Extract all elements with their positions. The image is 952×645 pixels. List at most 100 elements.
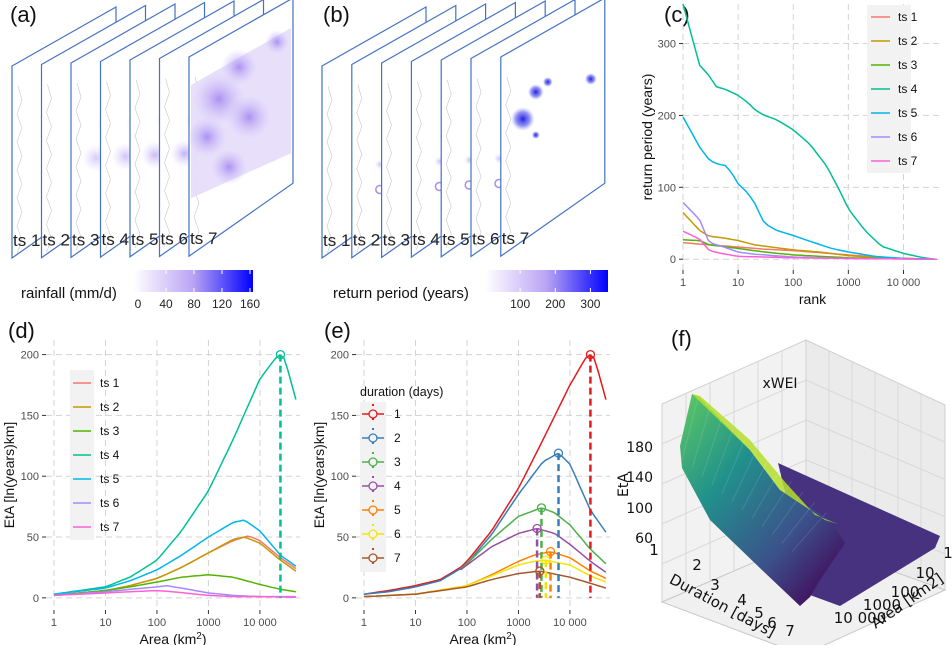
region-outline	[416, 81, 422, 250]
x-axis-title-main: Area (km	[139, 631, 196, 645]
legend-label: 1	[394, 407, 401, 421]
layer-label: ts 3	[383, 230, 410, 249]
x-tick-label: 10	[99, 617, 111, 629]
surface-mesh-line	[691, 408, 711, 469]
peak-marker	[553, 448, 564, 458]
legend-label: 5	[394, 503, 401, 517]
panel-label-d: (d)	[8, 318, 35, 343]
return-period-cell	[542, 77, 553, 87]
panel-label-b: (b)	[323, 2, 350, 27]
x-axis-title-main: Area (km	[449, 631, 506, 645]
legend-label: ts 2	[898, 34, 918, 48]
x-tick-label: 100	[148, 617, 166, 629]
x-tick-label: 10	[409, 617, 421, 629]
series-line-ts-3	[53, 574, 297, 597]
y-tick-label: 300	[658, 39, 676, 51]
legend-key-marker	[368, 409, 378, 419]
layer-label: ts 7	[190, 229, 217, 248]
z-tick-label: 100	[626, 501, 653, 517]
region-outline	[356, 84, 363, 253]
x-axis-title-end: )	[512, 631, 517, 645]
series-line-2	[363, 452, 607, 595]
layer-label: ts 4	[102, 230, 129, 249]
colorbar-tick-label: 120	[212, 297, 232, 310]
duration-tick-label: 5	[754, 604, 764, 622]
surface-mesh-line	[751, 470, 781, 519]
peak-marker	[532, 523, 542, 534]
wall-grid-line	[805, 379, 946, 443]
wall-grid-line	[805, 419, 946, 480]
panel-label-a: (a)	[10, 2, 37, 27]
peak-marker	[545, 546, 556, 557]
region-outline	[164, 78, 170, 247]
map-layer: ts 7	[187, 0, 294, 258]
x-tick-label: 10 000	[243, 617, 277, 629]
legend-label: ts 6	[898, 130, 918, 144]
y-axis-title: EtA [ln(years)km]	[311, 422, 327, 529]
legend-label: ts 3	[100, 424, 120, 438]
colorbar-tick-label: 80	[187, 297, 201, 310]
colorbar-tick-label: 300	[580, 297, 600, 310]
panel-label-e: (e)	[324, 318, 351, 343]
legend-label: ts 7	[100, 520, 120, 534]
colorbar-tick-label: 100	[510, 297, 530, 310]
region-outline	[505, 76, 512, 246]
x-axis-title-end: )	[202, 631, 207, 645]
y-tick-label: 100	[21, 471, 39, 483]
panel-b-layers: ts 1 ts 2 ts 3 ts 4 ts 5 ts 6 ts 7 return peri…	[321, 0, 608, 310]
y-axis-title: EtA [ln(years)km]	[1, 422, 17, 529]
x-axis-title-sup: 2	[506, 631, 512, 642]
x-tick-label: 1000	[196, 617, 220, 629]
legend-label: ts 5	[100, 472, 120, 486]
legend-label: ts 6	[100, 496, 120, 510]
x-tick-label: 1000	[836, 277, 860, 289]
legend: ts 1 ts 2 ts 3 ts 4 ts 5 ts 6 ts 7	[867, 5, 918, 173]
x-tick-label: 100	[784, 277, 802, 289]
x-tick-label: 1000	[506, 617, 530, 629]
layer-label: ts 6	[472, 230, 499, 249]
legend: duration (days) 1 2 3 4 5 6 7	[360, 385, 443, 572]
surface-ridge-front	[680, 394, 845, 606]
region-outline	[46, 84, 52, 253]
area-tick-label: 1000	[863, 596, 901, 614]
y-tick-label: 50	[337, 532, 349, 544]
region-outline	[105, 81, 111, 250]
peak-marker	[535, 566, 545, 576]
layer-label: ts 7	[502, 229, 529, 248]
colorbar-tick-label: 200	[545, 297, 565, 310]
rainfall-cell	[187, 117, 227, 157]
x-tick-label: 100	[458, 617, 476, 629]
region-outline	[16, 85, 23, 255]
legend-label: 7	[394, 551, 401, 565]
rainfall-colorbar	[133, 270, 253, 292]
return-period-cell	[527, 84, 544, 100]
legend-key-marker	[368, 529, 378, 539]
duration-tick-label: 4	[737, 591, 747, 609]
max-marker-circle	[275, 349, 286, 360]
panel-label-f: (f)	[671, 326, 692, 351]
region-outline	[445, 79, 452, 249]
peak-marker	[541, 555, 551, 565]
peak-marker	[536, 503, 547, 513]
series-line-3	[460, 507, 607, 570]
legend-label: ts 4	[100, 448, 120, 462]
panel-a-layers: ts 1 ts 2 ts 3 ts 4 ts 5 ts 6 ts 7 rainfall (m…	[11, 0, 294, 310]
peak-marker	[585, 349, 596, 360]
duration-tick-label: 6	[767, 614, 777, 632]
surface-ridge-top	[692, 394, 838, 524]
x-axis-title-sup: 2	[196, 631, 202, 642]
legend-key-marker	[368, 505, 378, 515]
x-tick-label: 10 000	[553, 617, 587, 629]
series-line-ts-7	[682, 230, 937, 260]
rainfall-cell	[227, 95, 271, 139]
area-tick-label: 1	[943, 544, 952, 562]
region-outline	[326, 85, 333, 255]
x-tick-label: 10	[732, 277, 744, 289]
surface-mesh-line	[681, 397, 699, 461]
layer-label: ts 1	[13, 231, 40, 250]
y-tick-label: 100	[658, 182, 676, 194]
y-tick-label: 0	[670, 254, 676, 266]
y-tick-label: 100	[331, 471, 349, 483]
surface-mesh-line	[761, 481, 792, 527]
